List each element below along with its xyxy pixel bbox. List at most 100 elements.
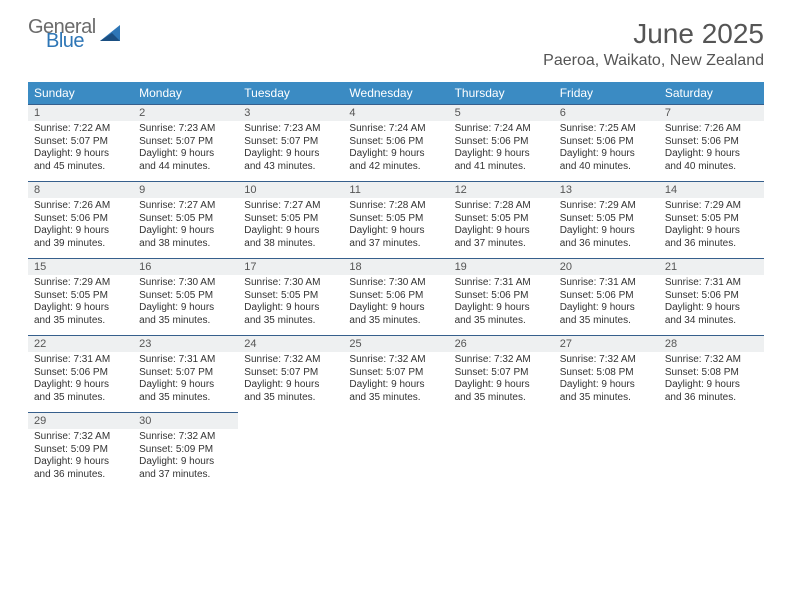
calendar-cell: 28Sunrise: 7:32 AMSunset: 5:08 PMDayligh…	[659, 335, 764, 412]
calendar-cell: 14Sunrise: 7:29 AMSunset: 5:05 PMDayligh…	[659, 181, 764, 258]
calendar-cell	[343, 412, 448, 489]
day-cell: 26Sunrise: 7:32 AMSunset: 5:07 PMDayligh…	[449, 335, 554, 412]
day-cell: 19Sunrise: 7:31 AMSunset: 5:06 PMDayligh…	[449, 258, 554, 335]
day-cell: 4Sunrise: 7:24 AMSunset: 5:06 PMDaylight…	[343, 104, 448, 181]
day-cell: 14Sunrise: 7:29 AMSunset: 5:05 PMDayligh…	[659, 181, 764, 258]
day-number: 15	[28, 259, 133, 275]
daylight-line: Daylight: 9 hours and 35 minutes.	[349, 379, 442, 404]
daylight-line: Daylight: 9 hours and 39 minutes.	[34, 225, 127, 250]
sunrise-line: Sunrise: 7:31 AM	[34, 354, 127, 367]
sunrise-line: Sunrise: 7:28 AM	[455, 200, 548, 213]
daylight-line: Daylight: 9 hours and 35 minutes.	[139, 379, 232, 404]
day-cell: 13Sunrise: 7:29 AMSunset: 5:05 PMDayligh…	[554, 181, 659, 258]
day-body: Sunrise: 7:32 AMSunset: 5:07 PMDaylight:…	[449, 352, 554, 412]
day-cell: 21Sunrise: 7:31 AMSunset: 5:06 PMDayligh…	[659, 258, 764, 335]
daylight-line: Daylight: 9 hours and 37 minutes.	[349, 225, 442, 250]
sunset-line: Sunset: 5:05 PM	[665, 213, 758, 226]
day-number: 22	[28, 336, 133, 352]
calendar-cell: 2Sunrise: 7:23 AMSunset: 5:07 PMDaylight…	[133, 104, 238, 181]
sunset-line: Sunset: 5:05 PM	[34, 290, 127, 303]
sunset-line: Sunset: 5:05 PM	[139, 290, 232, 303]
daylight-line: Daylight: 9 hours and 40 minutes.	[560, 148, 653, 173]
sunrise-line: Sunrise: 7:31 AM	[455, 277, 548, 290]
day-body: Sunrise: 7:28 AMSunset: 5:05 PMDaylight:…	[343, 198, 448, 258]
day-number: 18	[343, 259, 448, 275]
day-cell: 28Sunrise: 7:32 AMSunset: 5:08 PMDayligh…	[659, 335, 764, 412]
sunrise-line: Sunrise: 7:30 AM	[244, 277, 337, 290]
day-cell: 15Sunrise: 7:29 AMSunset: 5:05 PMDayligh…	[28, 258, 133, 335]
sunrise-line: Sunrise: 7:24 AM	[455, 123, 548, 136]
daylight-line: Daylight: 9 hours and 35 minutes.	[34, 379, 127, 404]
calendar-row: 8Sunrise: 7:26 AMSunset: 5:06 PMDaylight…	[28, 181, 764, 258]
calendar-row: 22Sunrise: 7:31 AMSunset: 5:06 PMDayligh…	[28, 335, 764, 412]
day-body: Sunrise: 7:24 AMSunset: 5:06 PMDaylight:…	[449, 121, 554, 181]
day-number: 21	[659, 259, 764, 275]
calendar-cell: 16Sunrise: 7:30 AMSunset: 5:05 PMDayligh…	[133, 258, 238, 335]
day-cell: 25Sunrise: 7:32 AMSunset: 5:07 PMDayligh…	[343, 335, 448, 412]
day-cell: 27Sunrise: 7:32 AMSunset: 5:08 PMDayligh…	[554, 335, 659, 412]
day-number: 1	[28, 105, 133, 121]
sunset-line: Sunset: 5:07 PM	[244, 367, 337, 380]
sunrise-line: Sunrise: 7:27 AM	[244, 200, 337, 213]
calendar-cell: 15Sunrise: 7:29 AMSunset: 5:05 PMDayligh…	[28, 258, 133, 335]
day-body: Sunrise: 7:26 AMSunset: 5:06 PMDaylight:…	[28, 198, 133, 258]
day-cell: 17Sunrise: 7:30 AMSunset: 5:05 PMDayligh…	[238, 258, 343, 335]
calendar-cell: 22Sunrise: 7:31 AMSunset: 5:06 PMDayligh…	[28, 335, 133, 412]
sunset-line: Sunset: 5:07 PM	[139, 367, 232, 380]
calendar-cell: 6Sunrise: 7:25 AMSunset: 5:06 PMDaylight…	[554, 104, 659, 181]
calendar-cell	[449, 412, 554, 489]
sunrise-line: Sunrise: 7:30 AM	[349, 277, 442, 290]
sunrise-line: Sunrise: 7:32 AM	[349, 354, 442, 367]
weekday-header: Tuesday	[238, 82, 343, 104]
day-body: Sunrise: 7:32 AMSunset: 5:07 PMDaylight:…	[343, 352, 448, 412]
sunrise-line: Sunrise: 7:22 AM	[34, 123, 127, 136]
sunrise-line: Sunrise: 7:23 AM	[244, 123, 337, 136]
day-body: Sunrise: 7:31 AMSunset: 5:06 PMDaylight:…	[449, 275, 554, 335]
day-body: Sunrise: 7:31 AMSunset: 5:06 PMDaylight:…	[659, 275, 764, 335]
day-number: 12	[449, 182, 554, 198]
sunrise-line: Sunrise: 7:25 AM	[560, 123, 653, 136]
sunset-line: Sunset: 5:07 PM	[455, 367, 548, 380]
sunset-line: Sunset: 5:07 PM	[349, 367, 442, 380]
day-body: Sunrise: 7:32 AMSunset: 5:07 PMDaylight:…	[238, 352, 343, 412]
sunset-line: Sunset: 5:06 PM	[455, 136, 548, 149]
weekday-header: Sunday	[28, 82, 133, 104]
daylight-line: Daylight: 9 hours and 36 minutes.	[34, 456, 127, 481]
calendar-cell: 8Sunrise: 7:26 AMSunset: 5:06 PMDaylight…	[28, 181, 133, 258]
sunrise-line: Sunrise: 7:31 AM	[560, 277, 653, 290]
sunset-line: Sunset: 5:06 PM	[455, 290, 548, 303]
day-cell: 5Sunrise: 7:24 AMSunset: 5:06 PMDaylight…	[449, 104, 554, 181]
day-body: Sunrise: 7:23 AMSunset: 5:07 PMDaylight:…	[238, 121, 343, 181]
sunset-line: Sunset: 5:09 PM	[139, 444, 232, 457]
day-cell: 18Sunrise: 7:30 AMSunset: 5:06 PMDayligh…	[343, 258, 448, 335]
day-number: 29	[28, 413, 133, 429]
daylight-line: Daylight: 9 hours and 37 minutes.	[455, 225, 548, 250]
day-body: Sunrise: 7:26 AMSunset: 5:06 PMDaylight:…	[659, 121, 764, 181]
day-number: 19	[449, 259, 554, 275]
daylight-line: Daylight: 9 hours and 35 minutes.	[244, 302, 337, 327]
sunrise-line: Sunrise: 7:24 AM	[349, 123, 442, 136]
daylight-line: Daylight: 9 hours and 35 minutes.	[139, 302, 232, 327]
sunrise-line: Sunrise: 7:31 AM	[139, 354, 232, 367]
title-block: June 2025 Paeroa, Waikato, New Zealand	[543, 18, 764, 70]
day-cell: 20Sunrise: 7:31 AMSunset: 5:06 PMDayligh…	[554, 258, 659, 335]
day-body: Sunrise: 7:31 AMSunset: 5:07 PMDaylight:…	[133, 352, 238, 412]
calendar-cell: 1Sunrise: 7:22 AMSunset: 5:07 PMDaylight…	[28, 104, 133, 181]
day-number: 2	[133, 105, 238, 121]
day-number: 10	[238, 182, 343, 198]
sunset-line: Sunset: 5:06 PM	[349, 136, 442, 149]
daylight-line: Daylight: 9 hours and 35 minutes.	[34, 302, 127, 327]
sunset-line: Sunset: 5:05 PM	[349, 213, 442, 226]
day-number: 6	[554, 105, 659, 121]
day-body: Sunrise: 7:29 AMSunset: 5:05 PMDaylight:…	[659, 198, 764, 258]
sunrise-line: Sunrise: 7:28 AM	[349, 200, 442, 213]
daylight-line: Daylight: 9 hours and 36 minutes.	[560, 225, 653, 250]
daylight-line: Daylight: 9 hours and 35 minutes.	[244, 379, 337, 404]
daylight-line: Daylight: 9 hours and 35 minutes.	[455, 379, 548, 404]
calendar-cell: 30Sunrise: 7:32 AMSunset: 5:09 PMDayligh…	[133, 412, 238, 489]
day-body: Sunrise: 7:27 AMSunset: 5:05 PMDaylight:…	[238, 198, 343, 258]
calendar-body: 1Sunrise: 7:22 AMSunset: 5:07 PMDaylight…	[28, 104, 764, 489]
sunset-line: Sunset: 5:08 PM	[665, 367, 758, 380]
day-body: Sunrise: 7:29 AMSunset: 5:05 PMDaylight:…	[28, 275, 133, 335]
day-body: Sunrise: 7:31 AMSunset: 5:06 PMDaylight:…	[28, 352, 133, 412]
